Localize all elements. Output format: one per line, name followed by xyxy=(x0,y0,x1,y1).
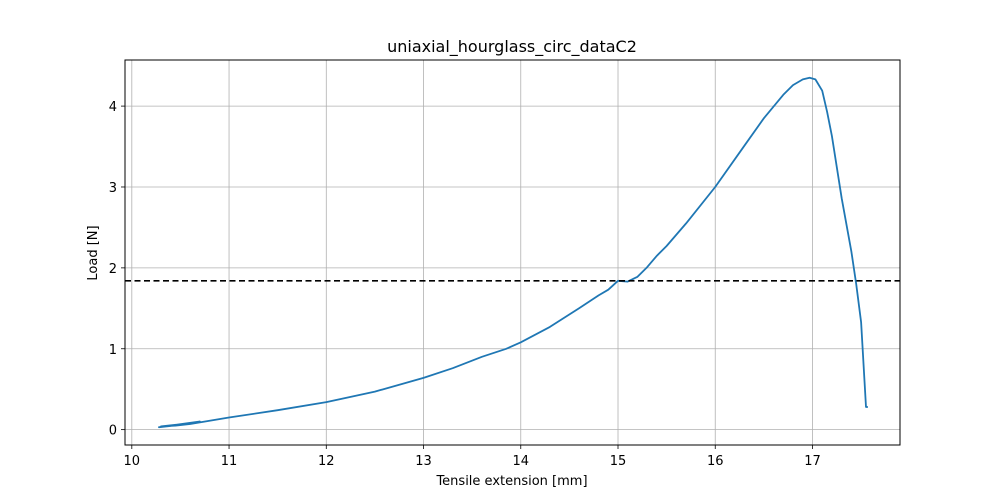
x-tick-label: 10 xyxy=(124,454,141,469)
x-tick-label: 17 xyxy=(804,454,821,469)
plot-frame xyxy=(124,59,901,446)
y-tick-label: 2 xyxy=(109,262,117,277)
x-tick-label: 12 xyxy=(318,454,335,469)
grid xyxy=(125,60,900,445)
x-axis-label: Tensile extension [mm] xyxy=(435,474,587,489)
y-tick-label: 1 xyxy=(109,343,117,358)
x-tick-label: 16 xyxy=(707,454,724,469)
x-tick-label: 13 xyxy=(415,454,432,469)
x-tick-label: 11 xyxy=(221,454,238,469)
y-tick-label: 3 xyxy=(109,181,117,196)
series-group xyxy=(125,76,900,429)
y-tick-label: 0 xyxy=(109,424,117,439)
chart-title: uniaxial_hourglass_circ_dataC2 xyxy=(387,37,637,57)
x-tick-label: 15 xyxy=(610,454,627,469)
y-tick-label: 4 xyxy=(109,100,117,115)
y-axis-label: Load [N] xyxy=(86,225,101,280)
load-extension-curve xyxy=(158,76,868,429)
x-tick-label: 14 xyxy=(512,454,529,469)
